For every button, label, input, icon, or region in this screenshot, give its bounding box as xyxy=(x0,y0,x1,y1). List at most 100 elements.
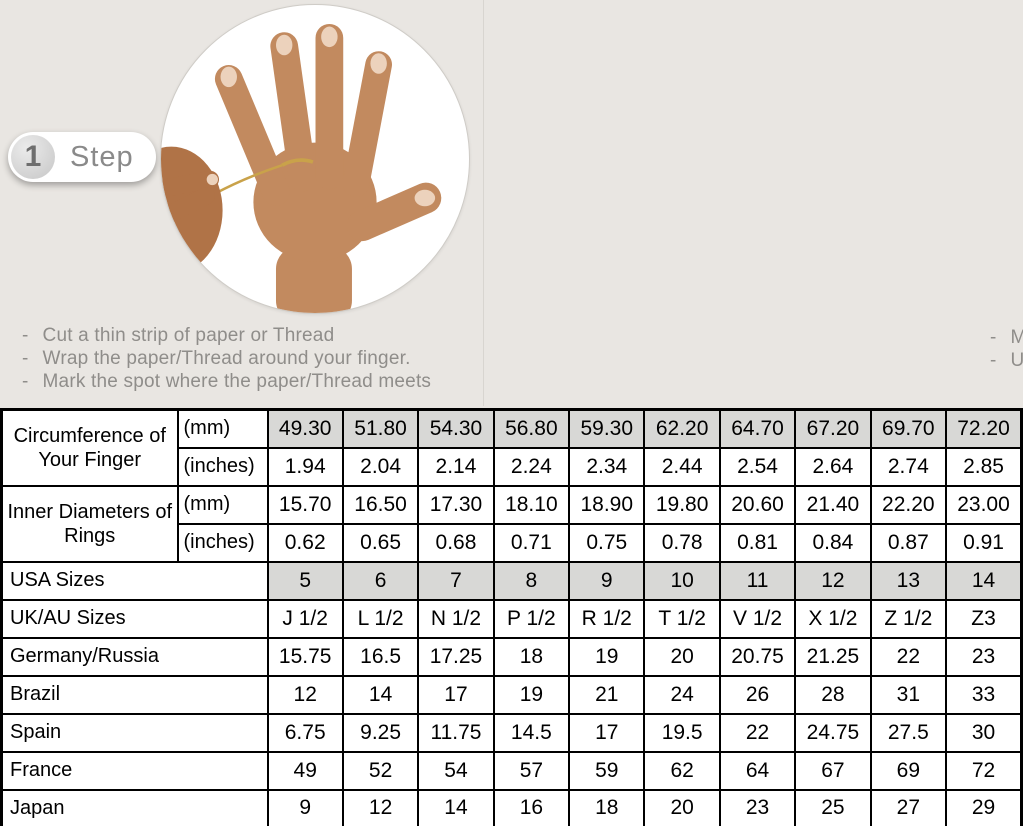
size-cell: 62 xyxy=(643,750,721,791)
size-cell: 20.75 xyxy=(718,636,797,677)
step1-number: 1 xyxy=(11,135,55,179)
size-cell: 64 xyxy=(718,750,797,791)
size-cell: 23 xyxy=(718,788,797,826)
size-cell: 1.94 xyxy=(266,446,344,487)
step1-label: Step xyxy=(70,140,134,173)
size-cell: 27.5 xyxy=(869,712,948,753)
size-cell: 14 xyxy=(417,788,495,826)
size-cell: X 1/2 xyxy=(794,598,872,639)
size-cell: 2.44 xyxy=(643,446,721,487)
size-cell: 14.5 xyxy=(492,712,571,753)
size-cell: Z 1/2 xyxy=(869,598,948,639)
size-cell: 20 xyxy=(643,788,721,826)
table-row: Circumference of Your Finger (mm) 49.30 51.… xyxy=(0,408,1023,487)
size-cell: 17 xyxy=(417,674,495,715)
size-cell: J 1/2 xyxy=(266,598,344,639)
size-cell: 10 xyxy=(643,560,721,601)
size-cell: 2.74 xyxy=(869,446,948,487)
size-cell: P 1/2 xyxy=(492,598,571,639)
size-cell: 20.60 xyxy=(718,484,797,525)
size-cell: 22.20 xyxy=(869,484,948,525)
size-cell: 72.20 xyxy=(945,408,1023,449)
size-cell: 0.81 xyxy=(718,522,797,563)
instruction-line: Wrap the paper/Thread around your finger… xyxy=(22,347,482,370)
instruction-line: Cut a thin strip of paper or Thread xyxy=(22,324,482,347)
size-cell: 31 xyxy=(869,674,948,715)
size-cell: 69.70 xyxy=(869,408,948,449)
size-cell: 51.80 xyxy=(341,408,420,449)
size-cell: R 1/2 xyxy=(568,598,646,639)
ring-size-table: Circumference of Your Finger (mm) 49.30 51.… xyxy=(0,408,1023,826)
size-cell: 67 xyxy=(794,750,872,791)
size-cell: 20 xyxy=(643,636,721,677)
size-cell: 16 xyxy=(492,788,571,826)
size-cell: 0.75 xyxy=(568,522,646,563)
size-cell: 54.30 xyxy=(417,408,495,449)
size-cell: 27 xyxy=(869,788,948,826)
row-label: France xyxy=(0,750,269,791)
size-cell: 14 xyxy=(341,674,420,715)
size-cell: V 1/2 xyxy=(718,598,797,639)
row-label: UK/AU Sizes xyxy=(0,598,269,639)
size-cell: 54 xyxy=(417,750,495,791)
step1-photo-circle xyxy=(160,4,470,314)
table-row: (inches) 1.94 2.04 2.14 2.24 2.34 2.44 2.54 2.64… xyxy=(2,446,1023,487)
size-cell: 6 xyxy=(341,560,420,601)
step1-instructions: Cut a thin strip of paper or ThreadWrap … xyxy=(22,324,482,393)
size-cell: 18.90 xyxy=(568,484,646,525)
size-cell: 18 xyxy=(492,636,571,677)
unit-label: (inches) xyxy=(176,522,269,563)
size-cell: 17 xyxy=(568,712,646,753)
size-cell: 59 xyxy=(568,750,646,791)
unit-label: (mm) xyxy=(176,484,269,525)
size-cell: 21 xyxy=(568,674,646,715)
row-group-label: Inner Diameters of Rings xyxy=(0,484,179,563)
size-cell: 52 xyxy=(341,750,420,791)
size-cell: 9 xyxy=(568,560,646,601)
size-cell: 18 xyxy=(568,788,646,826)
table-row: Brazil 12 14 17 19 21 24 26 28 31 33 xyxy=(0,674,1023,715)
size-cell: 2.64 xyxy=(794,446,872,487)
row-label: Brazil xyxy=(0,674,269,715)
size-cell: 17.25 xyxy=(417,636,495,677)
size-cell: 2.14 xyxy=(417,446,495,487)
size-cell: 67.20 xyxy=(794,408,872,449)
size-cell: 15.75 xyxy=(266,636,344,677)
step2-section: 1 2 3 2 Step Measure the length of the t… xyxy=(483,0,1023,406)
row-group-label: Circumference of Your Finger xyxy=(0,408,179,487)
size-cell: 49 xyxy=(266,750,344,791)
size-cell: 21.40 xyxy=(794,484,872,525)
table-row: Germany/Russia 15.75 16.5 17.25 18 19 20 20.75 2… xyxy=(0,636,1023,677)
size-cell: 33 xyxy=(945,674,1023,715)
size-cell: 28 xyxy=(794,674,872,715)
size-cell: T 1/2 xyxy=(643,598,721,639)
row-label: Germany/Russia xyxy=(0,636,269,677)
size-cell: 0.71 xyxy=(492,522,571,563)
size-cell: 23 xyxy=(945,636,1023,677)
size-cell: 0.68 xyxy=(417,522,495,563)
instruction-line: Mark the spot where the paper/Thread mee… xyxy=(22,370,482,393)
table-row: UK/AU Sizes J 1/2 L 1/2 N 1/2 P 1/2 R 1/2 T 1/… xyxy=(0,598,1023,639)
hand-thread-illustration xyxy=(161,23,442,313)
size-cell: 13 xyxy=(869,560,948,601)
size-cell: 0.91 xyxy=(945,522,1023,563)
size-cell: 24.75 xyxy=(794,712,872,753)
row-label: Spain xyxy=(0,712,269,753)
size-cell: 0.62 xyxy=(266,522,344,563)
size-cell: 21.25 xyxy=(794,636,872,677)
size-cell: 69 xyxy=(869,750,948,791)
instruction-line: Use the following chart to determine you… xyxy=(990,349,1023,372)
size-cell: Z3 xyxy=(945,598,1023,639)
size-cell: 11.75 xyxy=(417,712,495,753)
size-cell: 22 xyxy=(869,636,948,677)
size-cell: 16.50 xyxy=(341,484,420,525)
size-cell: 2.54 xyxy=(718,446,797,487)
size-cell: 12 xyxy=(794,560,872,601)
size-cell: 6.75 xyxy=(266,712,344,753)
size-cell: 26 xyxy=(718,674,797,715)
unit-label: (mm) xyxy=(176,408,269,449)
table-row: USA Sizes 5 6 7 8 9 10 11 12 13 14 xyxy=(0,560,1023,601)
size-cell: 22 xyxy=(718,712,797,753)
size-cell: N 1/2 xyxy=(417,598,495,639)
size-cell: 24 xyxy=(643,674,721,715)
